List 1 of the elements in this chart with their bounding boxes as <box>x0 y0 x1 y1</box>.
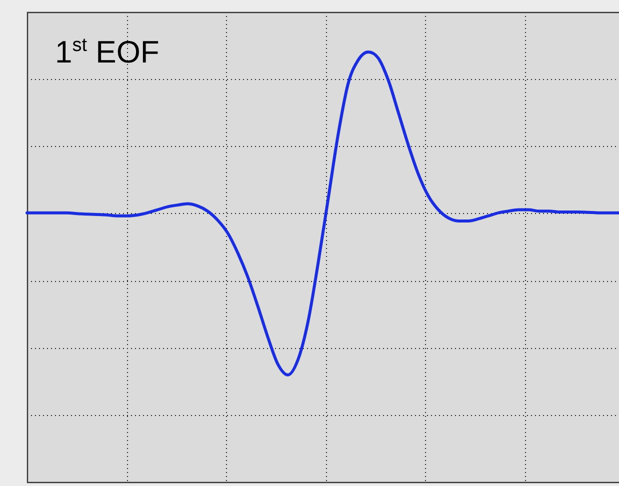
chart-title: 1$^{st}$ EOF <box>55 34 160 70</box>
